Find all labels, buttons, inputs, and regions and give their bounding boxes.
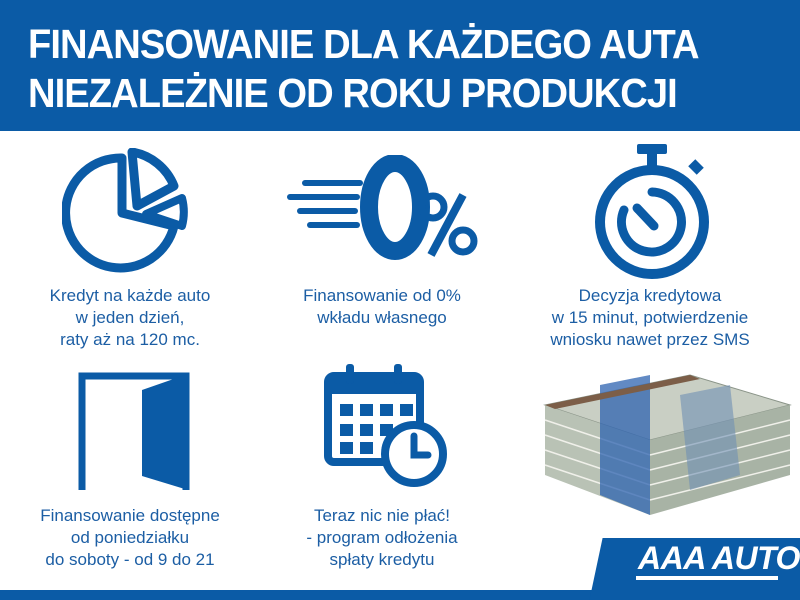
feature-hours: Finansowanie dostępne od poniedziałku do s… [40,506,220,569]
open-door-icon [78,372,190,490]
footer-bar [0,590,800,600]
header-banner: FINANSOWANIE DLA KAŻDEGO AUTA NIEZALEŻNIE… [0,0,800,131]
feature-zero-down: Finansowanie od 0% wkładu własnego [303,286,461,327]
pie-chart-icon [62,148,188,273]
aaa-auto-logo: AAA AUTO [638,540,800,576]
feature-deferral: Teraz nic nie płać! - program odłożenia sp… [306,506,458,569]
headline: FINANSOWANIE DLA KAŻDEGO AUTA NIEZALEŻNIE… [28,21,700,116]
zero-percent-icon [287,155,478,260]
feature-credit: Kredyt na każde auto w jeden dzień, raty a… [49,286,211,349]
stopwatch-icon [595,144,709,279]
banknotes-image [543,374,792,515]
feature-decision: Decyzja kredytowa w 15 minut, potwierdzen… [550,286,750,349]
logo-underline [636,576,778,580]
calendar-clock-icon [324,364,447,487]
